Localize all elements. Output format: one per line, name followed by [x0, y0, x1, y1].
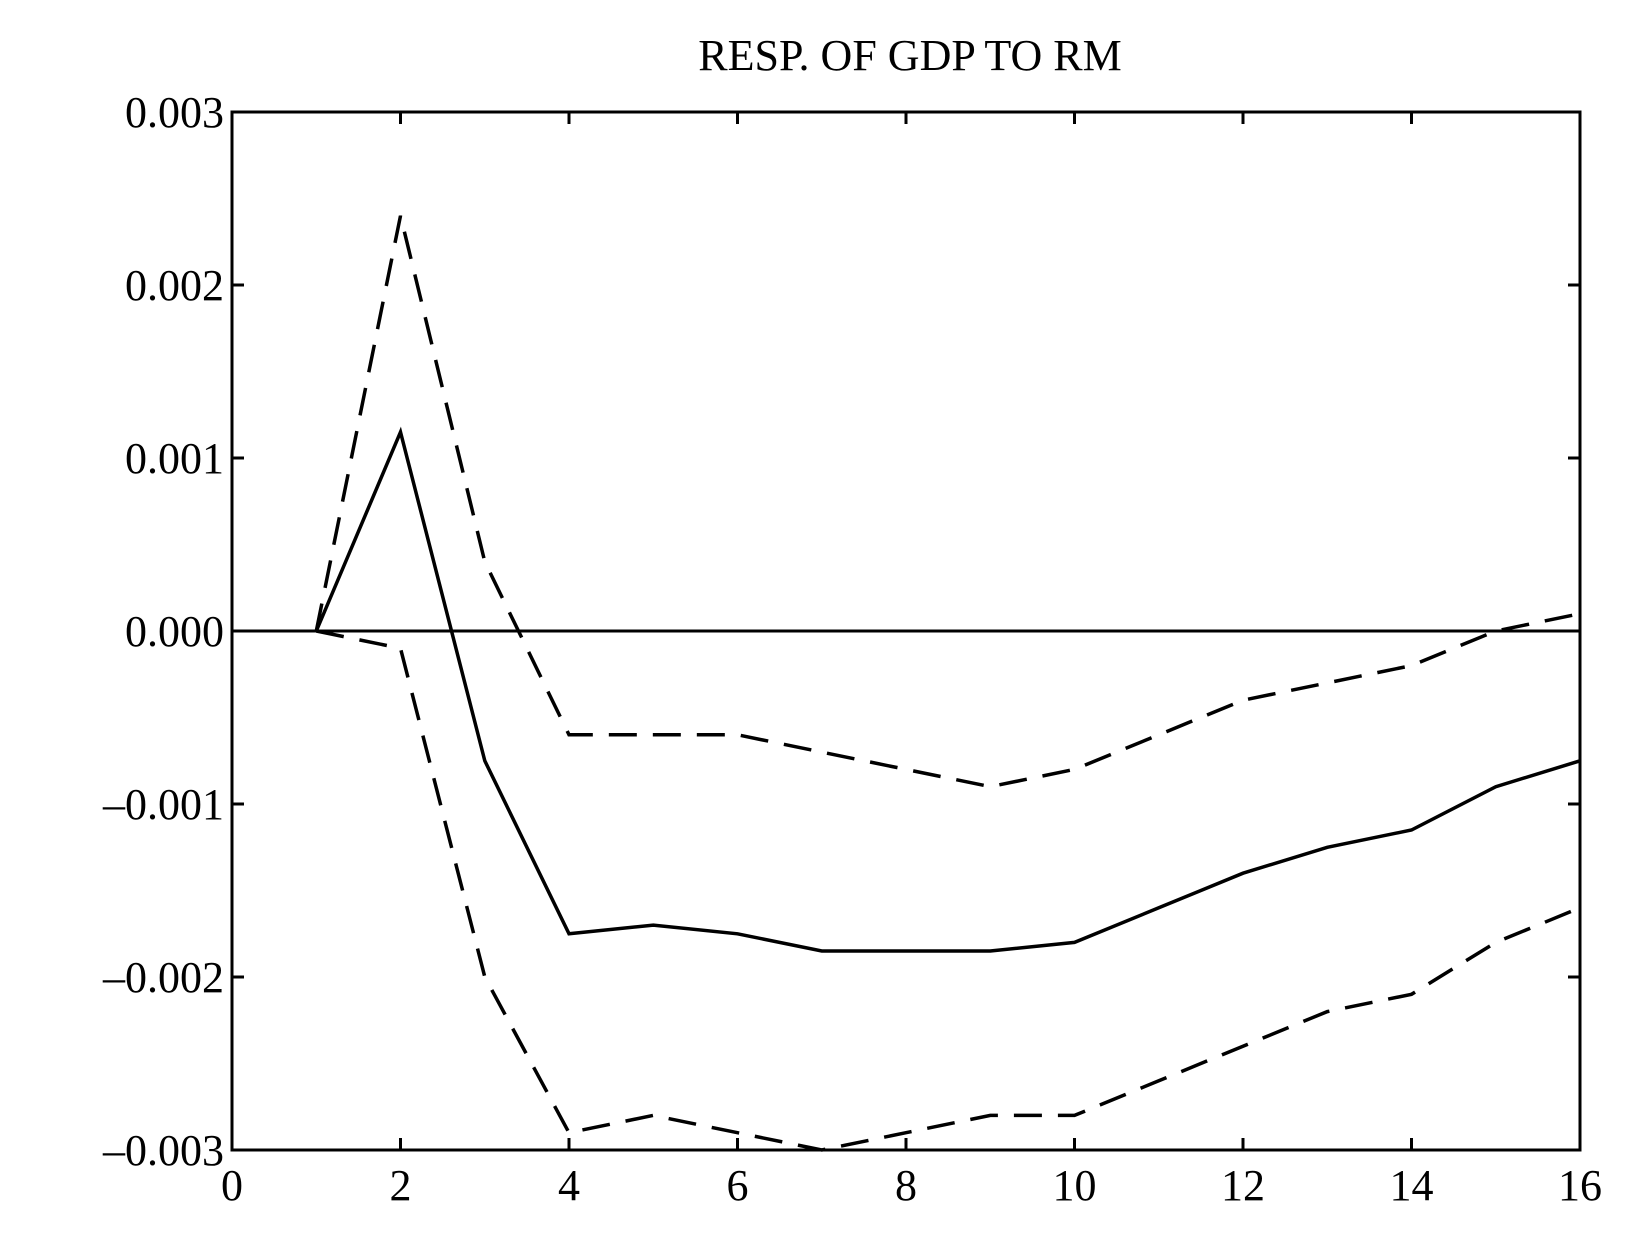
x-tick-label: 10 [1053, 1161, 1097, 1210]
x-tick-label: 14 [1390, 1161, 1434, 1210]
y-tick-label: –0.002 [102, 953, 224, 1002]
y-tick-label: 0.002 [125, 261, 224, 310]
y-tick-label: 0.003 [125, 88, 224, 137]
y-tick-label: –0.001 [102, 780, 224, 829]
x-tick-label: 16 [1558, 1161, 1602, 1210]
chart-title: RESP. OF GDP TO RM [698, 31, 1121, 80]
x-axis: 0 2 4 6 8 10 12 14 16 [221, 112, 1602, 1210]
x-tick-label: 2 [390, 1161, 412, 1210]
x-tick-label: 0 [221, 1161, 243, 1210]
x-tick-label: 12 [1221, 1161, 1265, 1210]
x-tick-label: 8 [895, 1161, 917, 1210]
x-tick-label: 6 [727, 1161, 749, 1210]
y-tick-label: –0.003 [102, 1126, 224, 1175]
x-tick-label: 4 [558, 1161, 580, 1210]
upper-band-line [314, 215, 1581, 789]
y-tick-label: 0.000 [125, 607, 224, 656]
lower-band-line [315, 629, 1581, 1152]
y-axis: –0.003 –0.002 –0.001 0.000 0.001 0.002 0.003 [102, 88, 1580, 1175]
impulse-response-line [314, 426, 1581, 953]
series-layer [314, 215, 1581, 1152]
y-tick-label: 0.001 [125, 434, 224, 483]
